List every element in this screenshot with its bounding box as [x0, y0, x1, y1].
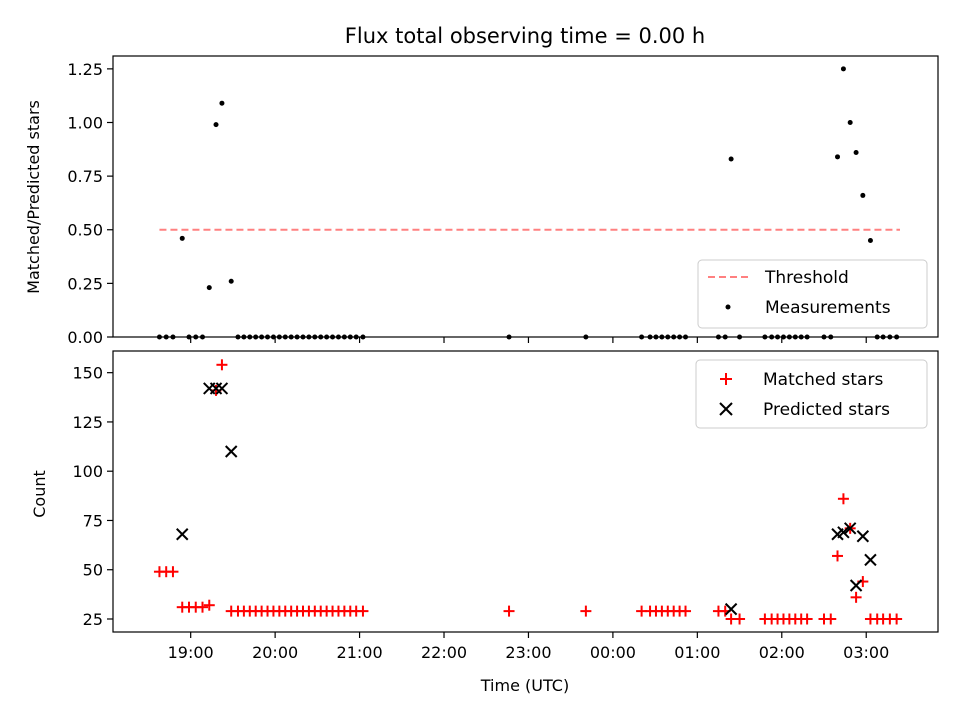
- predicted-star-marker: [176, 528, 189, 541]
- bottom-y-tick-label: 25: [83, 610, 103, 629]
- bottom-legend: Matched stars Predicted stars: [695, 359, 928, 429]
- bottom-x-tick-label: 22:00: [421, 643, 467, 662]
- bottom-x-tick-label: 01:00: [674, 643, 720, 662]
- predicted-star-marker: [225, 445, 238, 458]
- measurement-point: [219, 100, 225, 106]
- top-y-tick-label: 0.00: [67, 328, 103, 347]
- predicted-star-marker: [209, 382, 223, 395]
- top-panel-x-ticks: [190, 337, 867, 343]
- bottom-panel-y-axis-label: Count: [30, 470, 49, 518]
- measurement-point: [867, 237, 873, 243]
- top-y-tick-label: 1.00: [67, 113, 103, 132]
- legend-predicted-swatch: [719, 402, 733, 416]
- predicted-star-marker: [856, 530, 870, 543]
- matched-star-marker: [203, 599, 215, 611]
- top-legend-box: [697, 259, 928, 329]
- measurement-point: [847, 119, 853, 125]
- matched-star-marker: [850, 591, 862, 603]
- bottom-x-tick-label: 21:00: [337, 643, 383, 662]
- top-y-tick-label: 0.50: [67, 221, 103, 240]
- measurement-point: [860, 192, 866, 198]
- predicted-star-marker: [864, 553, 877, 567]
- matched-star-marker: [167, 566, 179, 578]
- bottom-panel-x-ticks: 19:00 20:00 21:00 22:00 23:00 00:00 01:00 02:00…: [168, 632, 889, 662]
- bottom-panel: 25 50 75 100 125 150 19:00 20:00 21:00 22:00 23:0…: [30, 350, 939, 695]
- top-panel-y-axis-label: Matched/Predicted stars: [24, 100, 43, 294]
- predicted-star-marker: [843, 522, 857, 535]
- matched-star-marker: [801, 613, 813, 625]
- top-panel-frame: [112, 55, 939, 338]
- top-panel: Flux total observing time = 0.00 h 0.000…: [24, 24, 939, 347]
- predicted-star-marker: [724, 602, 738, 616]
- predicted-star-marker: [215, 382, 229, 395]
- measurement-point: [213, 122, 219, 128]
- measurement-point: [228, 278, 234, 284]
- bottom-x-tick-label: 20:00: [252, 643, 298, 662]
- matched-star-marker: [734, 613, 746, 625]
- bottom-legend-box: [695, 359, 928, 429]
- bottom-panel-x-axis-label: Time (UTC): [480, 676, 569, 695]
- top-y-tick-label: 1.25: [67, 60, 103, 79]
- top-y-tick-label: 0.25: [67, 274, 103, 293]
- bottom-y-tick-label: 150: [72, 364, 103, 383]
- top-y-tick-label: 0.75: [67, 167, 103, 186]
- matched-star-marker: [580, 605, 592, 617]
- bottom-y-tick-label: 125: [72, 413, 103, 432]
- matched-star-marker: [680, 605, 692, 617]
- bottom-panel-data: [153, 359, 903, 625]
- bottom-x-tick-label: 19:00: [168, 643, 214, 662]
- matched-star-marker: [197, 601, 209, 613]
- top-legend: Threshold Measurements: [697, 259, 928, 329]
- bottom-panel-frame: [112, 350, 939, 633]
- measurement-point: [728, 156, 734, 162]
- bottom-x-tick-label: 00:00: [590, 643, 636, 662]
- predicted-star-marker: [837, 526, 850, 539]
- legend-threshold-label: Threshold: [764, 268, 849, 288]
- top-panel-title: Flux total observing time = 0.00 h: [345, 24, 705, 48]
- measurement-point: [206, 285, 212, 291]
- legend-measurements-label: Measurements: [765, 298, 891, 318]
- bottom-y-tick-label: 50: [83, 561, 103, 580]
- bottom-y-tick-label: 100: [72, 462, 103, 481]
- measurement-point: [853, 150, 859, 156]
- bottom-y-tick-label: 75: [83, 511, 103, 530]
- matched-star-marker: [216, 359, 228, 371]
- legend-measurements-swatch: [725, 304, 731, 310]
- measurement-point: [835, 154, 841, 160]
- legend-matched-swatch: [720, 373, 732, 385]
- bottom-panel-y-ticks: 25 50 75 100 125 150: [72, 364, 113, 629]
- top-panel-y-ticks: 0.00 0.25 0.50 0.75 1.00 1.25: [67, 60, 113, 347]
- matched-star-marker: [357, 605, 369, 617]
- predicted-star-marker: [849, 579, 863, 592]
- matched-star-marker: [832, 550, 844, 562]
- measurement-point: [840, 66, 846, 72]
- matched-star-marker: [837, 493, 849, 505]
- bottom-x-tick-label: 02:00: [759, 643, 805, 662]
- legend-predicted-label: Predicted stars: [763, 400, 890, 420]
- measurement-point: [179, 235, 185, 241]
- legend-matched-label: Matched stars: [763, 370, 883, 390]
- matched-star-marker: [825, 613, 837, 625]
- bottom-x-tick-label: 23:00: [505, 643, 551, 662]
- matched-star-marker: [503, 605, 515, 617]
- matched-star-marker: [891, 613, 903, 625]
- bottom-x-tick-label: 03:00: [843, 643, 889, 662]
